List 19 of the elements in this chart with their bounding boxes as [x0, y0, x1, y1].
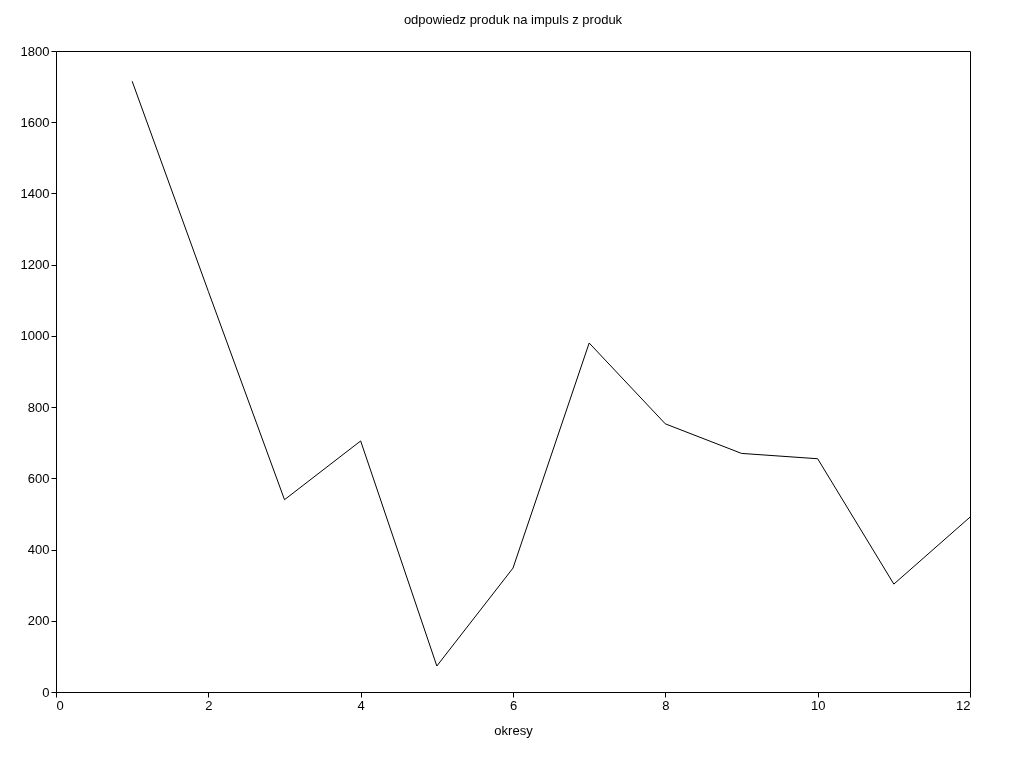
- y-tick-label: 600: [27, 470, 50, 486]
- y-tick-label: 1800: [20, 43, 50, 59]
- x-tick-label: 12: [956, 697, 971, 713]
- y-tick-label: 1400: [20, 185, 50, 201]
- y-tick-label: 400: [27, 542, 50, 558]
- x-tick-label: 2: [205, 697, 213, 713]
- y-tick-label: 1600: [20, 114, 50, 130]
- chart-title: odpowiedz produk na impuls z produk: [403, 12, 623, 27]
- y-tick-label: 800: [27, 399, 50, 415]
- x-tick-label: 6: [509, 697, 518, 713]
- x-tick-label: 10: [810, 697, 826, 713]
- y-tick-label: 1200: [20, 257, 50, 273]
- y-tick-label: 200: [27, 613, 50, 629]
- x-tick-label: 4: [357, 697, 365, 713]
- x-axis-title: okresy: [494, 722, 534, 738]
- y-tick-label: 0: [42, 684, 50, 700]
- x-tick-label: 8: [662, 697, 670, 713]
- y-tick-label: 1000: [20, 328, 50, 344]
- x-tick-label: 0: [56, 697, 64, 713]
